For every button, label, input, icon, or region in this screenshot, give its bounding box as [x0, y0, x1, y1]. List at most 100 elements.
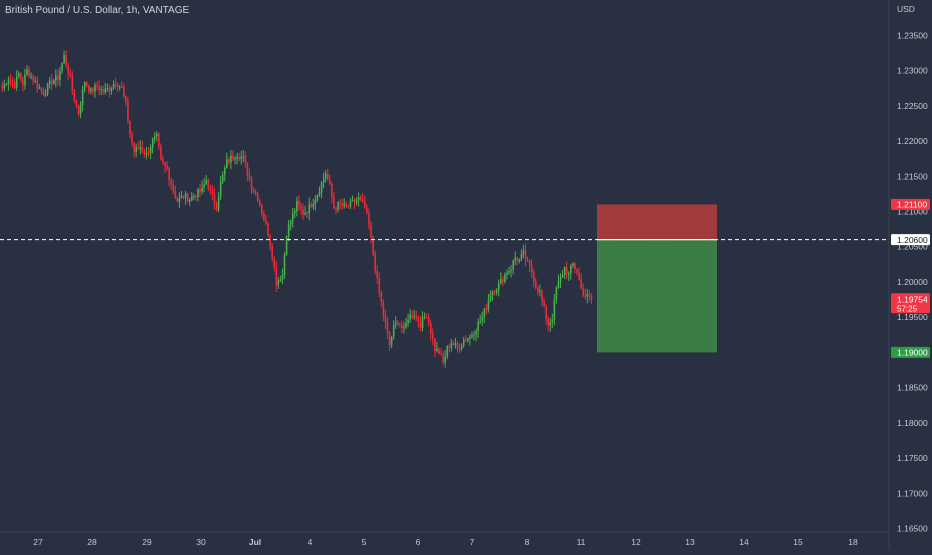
candle-body [197, 188, 199, 198]
candle-body [580, 279, 582, 289]
candle-body [232, 155, 234, 160]
candle-body [96, 84, 98, 87]
chart-title: British Pound / U.S. Dollar, 1h, VANTAGE [5, 5, 189, 16]
current-price-label-text: 1.19754 [897, 294, 928, 304]
candle-body [355, 200, 358, 203]
candle-body [176, 197, 179, 202]
candle-body [403, 327, 405, 329]
candle-body [320, 182, 323, 193]
current-price-label-tag [891, 293, 930, 314]
candle-body [34, 80, 37, 82]
candle-body [444, 356, 446, 363]
price-axis-unit: USD [897, 4, 915, 14]
candle-body [296, 201, 298, 211]
candle-body [147, 153, 150, 155]
candle-body [77, 105, 80, 115]
candle-body [24, 74, 26, 85]
candle-body [193, 195, 195, 197]
time-tick-label: 28 [87, 537, 97, 547]
candle-body [316, 195, 319, 200]
candle-body [182, 195, 185, 198]
candle-body [46, 83, 49, 94]
candle-body [240, 156, 243, 160]
entry-price-label-text: 1.20600 [897, 235, 928, 245]
price-axis[interactable]: 1.16500 1.17000 1.17500 1.18000 1.18500 1.190… [897, 30, 928, 533]
candle-body [551, 319, 554, 323]
time-tick-label: Jul [249, 537, 261, 547]
candle-body [131, 134, 133, 143]
candle-body [238, 156, 240, 160]
candle-body [572, 263, 574, 267]
candle-body [149, 147, 152, 154]
candle-body [353, 200, 356, 203]
candle-body [275, 266, 278, 286]
candle-body [547, 318, 549, 326]
candle-body [553, 299, 556, 320]
candle-body [1, 85, 4, 89]
candle-body [448, 346, 451, 348]
candle-body [100, 89, 102, 91]
candle-body [228, 159, 230, 163]
time-tick-label: 18 [848, 537, 858, 547]
candle-body [11, 80, 14, 83]
candle-body [326, 173, 329, 180]
candle-body [215, 203, 218, 210]
candle-body [314, 199, 317, 205]
candle-body [59, 71, 61, 81]
candle-body [397, 322, 399, 325]
candle-body [584, 295, 587, 297]
stop-loss-zone[interactable] [597, 204, 717, 240]
candle-body [557, 281, 560, 289]
candle-body [211, 189, 214, 195]
candle-body [347, 206, 350, 208]
candle-body [475, 331, 477, 335]
time-tick-label: 30 [196, 537, 206, 547]
target-price-label-text: 1.19000 [897, 348, 928, 358]
candle-body [9, 79, 12, 81]
candle-body [543, 300, 545, 307]
candle-body [310, 204, 313, 208]
time-tick-label: 12 [631, 537, 641, 547]
candle-body [160, 146, 162, 160]
time-tick-label: 7 [470, 537, 475, 547]
candle-body [254, 192, 257, 194]
candle-body [259, 200, 261, 206]
candle-body [279, 280, 282, 282]
time-axis[interactable]: 27 28 29 30 Jul 4 5 6 7 8 11 12 13 14 15 18 [33, 537, 858, 547]
time-tick-label: 13 [685, 537, 695, 547]
candle-body [462, 339, 465, 346]
candle-body [32, 76, 34, 82]
candle-body [116, 84, 119, 87]
candle-body [69, 73, 72, 77]
candle-body [207, 180, 210, 189]
candle-body [532, 272, 535, 282]
candle-body [518, 259, 521, 262]
price-tick-label: 1.18500 [897, 383, 928, 393]
candle-body [153, 136, 156, 139]
candle-body [345, 203, 348, 207]
candle-body [75, 100, 78, 106]
candle-body [137, 147, 140, 149]
candle-body [576, 269, 578, 273]
candle-body [471, 335, 473, 337]
candle-body [38, 87, 41, 89]
candle-body [170, 179, 173, 185]
candle-body [563, 267, 566, 275]
candle-body [324, 173, 327, 179]
candle-body [28, 69, 30, 77]
candle-body [386, 322, 389, 333]
candle-body [201, 187, 203, 192]
candle-body [370, 224, 372, 238]
position-tool[interactable] [0, 204, 889, 353]
take-profit-zone[interactable] [597, 239, 717, 353]
candle-body [541, 290, 543, 301]
candle-body [454, 343, 457, 345]
time-tick-label: 29 [142, 537, 152, 547]
candle-body [559, 276, 562, 282]
time-tick-label: 11 [577, 537, 586, 547]
price-tick-label: 1.18000 [897, 418, 928, 428]
price-tick-label: 1.19500 [897, 312, 928, 322]
candle-body [502, 279, 504, 283]
